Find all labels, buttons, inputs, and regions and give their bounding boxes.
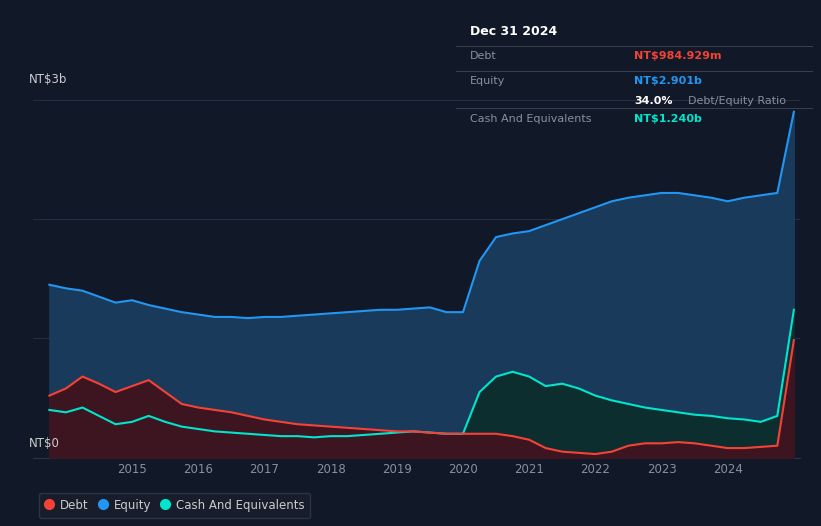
Text: Cash And Equivalents: Cash And Equivalents [470,114,591,124]
Text: NT$1.240b: NT$1.240b [635,114,702,124]
Text: Equity: Equity [470,76,505,86]
Text: 34.0%: 34.0% [635,96,672,106]
Text: NT$3b: NT$3b [29,73,67,86]
Text: NT$984.929m: NT$984.929m [635,52,722,62]
Text: Debt/Equity Ratio: Debt/Equity Ratio [688,96,786,106]
Text: Debt: Debt [470,52,497,62]
Text: NT$0: NT$0 [29,438,60,450]
Text: Dec 31 2024: Dec 31 2024 [470,25,557,38]
Legend: Debt, Equity, Cash And Equivalents: Debt, Equity, Cash And Equivalents [39,493,310,518]
Text: NT$2.901b: NT$2.901b [635,76,702,86]
